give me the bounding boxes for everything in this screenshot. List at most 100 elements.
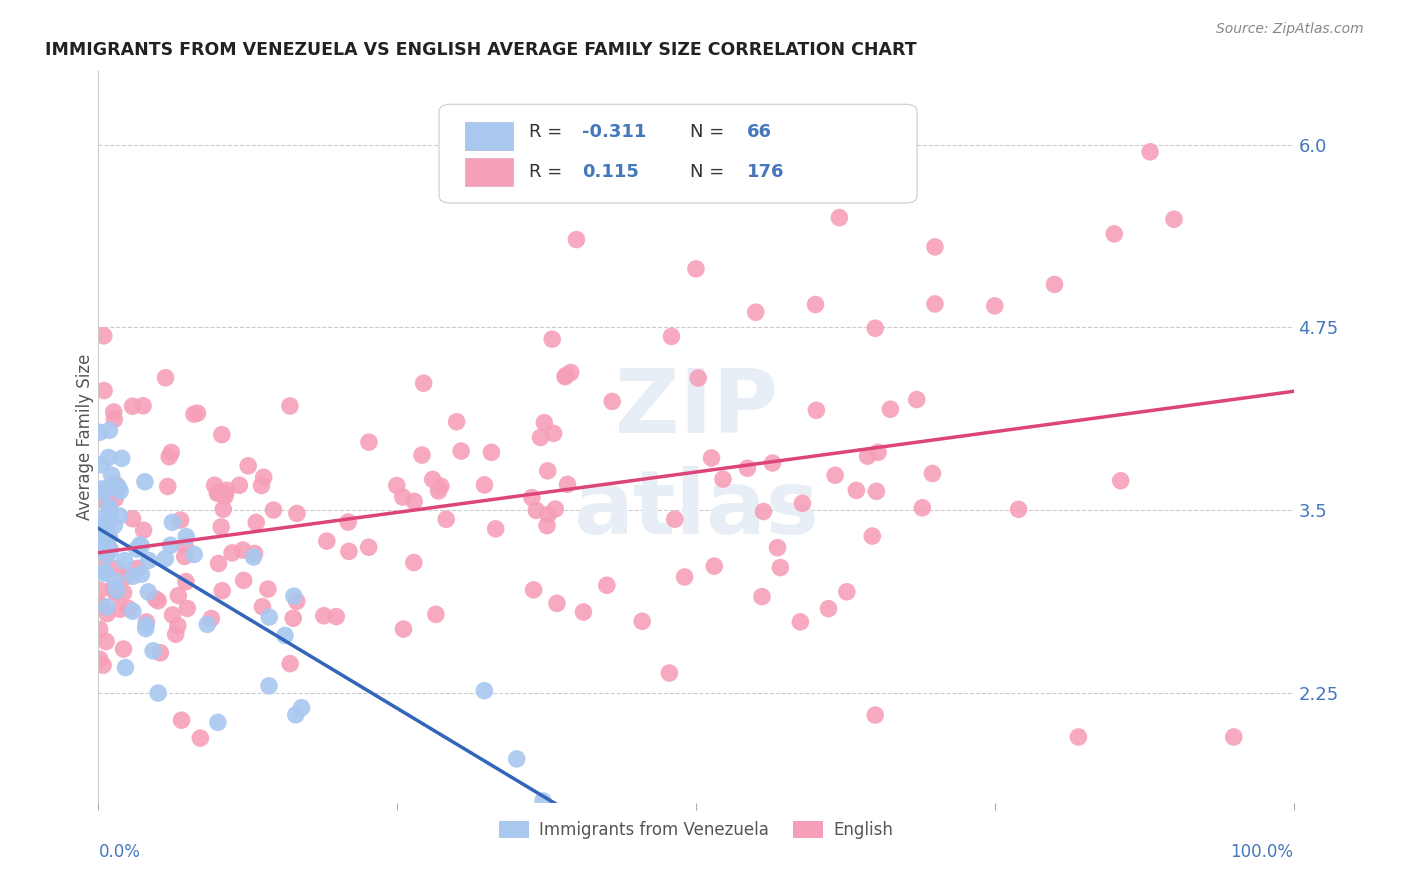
Point (253, 470, 276, 484)
Point (865, 321, 887, 335)
Point (200, 611, 222, 625)
Point (450, 444, 472, 458)
Point (751, 590, 773, 604)
Point (91, 524, 114, 539)
Point (167, 589, 190, 603)
Text: Source: ZipAtlas.com: Source: ZipAtlas.com (1216, 22, 1364, 37)
Point (215, 483, 238, 498)
Point (135, 618, 157, 632)
Point (531, 794, 554, 808)
Point (1109, 474, 1132, 488)
Point (391, 490, 413, 504)
Point (98, 423, 121, 437)
Point (107, 480, 129, 494)
Point (121, 512, 143, 526)
Point (111, 451, 134, 466)
Point (911, 500, 934, 515)
Point (543, 426, 565, 441)
Point (856, 449, 879, 463)
Point (105, 583, 128, 598)
Point (207, 486, 229, 500)
Point (673, 570, 696, 584)
Point (357, 540, 380, 554)
Point (162, 516, 184, 530)
Point (284, 707, 307, 722)
Point (565, 233, 588, 247)
Point (385, 478, 408, 492)
Point (804, 297, 827, 311)
Point (664, 512, 686, 526)
Point (572, 605, 595, 619)
Point (835, 584, 858, 599)
Point (278, 657, 301, 671)
Point (121, 604, 143, 618)
Point (114, 554, 136, 568)
Point (207, 715, 229, 730)
Point (89, 583, 111, 598)
Point (283, 611, 305, 625)
Point (122, 569, 145, 583)
Point (176, 601, 198, 615)
Point (865, 484, 887, 499)
Point (522, 582, 544, 597)
Point (536, 518, 558, 533)
Point (112, 642, 135, 657)
Point (422, 472, 444, 486)
Point (278, 399, 301, 413)
Point (688, 371, 710, 385)
Point (162, 607, 184, 622)
Point (560, 366, 582, 380)
Point (1163, 212, 1185, 227)
Point (183, 547, 205, 561)
Point (1007, 502, 1029, 516)
Point (337, 515, 360, 529)
Point (404, 494, 426, 508)
Point (90, 482, 112, 496)
Point (135, 615, 157, 629)
Point (97, 450, 120, 465)
Point (769, 560, 792, 574)
Point (125, 542, 148, 557)
Point (135, 622, 157, 636)
Point (91, 658, 114, 673)
Point (250, 478, 273, 492)
Point (94, 634, 117, 648)
Point (100, 468, 122, 483)
FancyBboxPatch shape (439, 104, 917, 203)
Point (596, 578, 619, 592)
Point (105, 562, 128, 576)
Text: 176: 176 (748, 162, 785, 180)
Point (94, 495, 117, 509)
Point (824, 468, 846, 483)
Legend: Immigrants from Venezuela, English: Immigrants from Venezuela, English (492, 814, 900, 846)
Point (685, 261, 707, 276)
Point (96, 548, 118, 562)
Point (97, 481, 120, 495)
Point (91, 557, 114, 571)
Point (828, 211, 851, 225)
Point (434, 512, 457, 526)
Point (529, 430, 551, 444)
Point (93, 384, 115, 398)
Point (132, 523, 155, 537)
Point (924, 240, 946, 254)
Point (285, 507, 308, 521)
Point (737, 461, 759, 475)
Point (1067, 730, 1090, 744)
Point (93, 328, 115, 343)
Point (658, 665, 681, 680)
Point (474, 478, 496, 492)
Point (89, 542, 111, 557)
Point (131, 567, 153, 582)
Text: N =: N = (690, 162, 730, 180)
Text: N =: N = (690, 123, 730, 141)
Text: ZIP
atlas: ZIP atlas (574, 365, 818, 553)
Point (89, 425, 111, 440)
Point (174, 574, 197, 589)
Point (238, 458, 260, 473)
Point (1104, 227, 1126, 241)
Point (118, 601, 141, 615)
Point (1223, 730, 1246, 744)
Point (211, 583, 233, 598)
Point (97, 513, 120, 527)
